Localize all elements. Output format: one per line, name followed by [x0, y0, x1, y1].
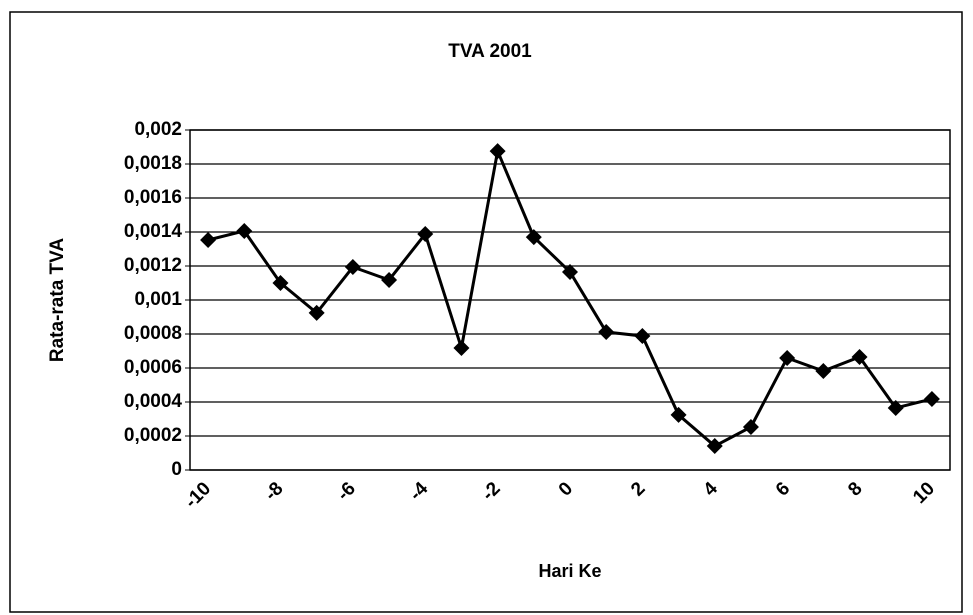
data-point [236, 222, 253, 239]
y-tick-label: 0,0006 [124, 357, 182, 378]
y-tick-label: 0,002 [134, 119, 182, 140]
y-tick-label: 0,0008 [124, 323, 182, 344]
data-point [706, 438, 723, 455]
data-point [200, 231, 217, 248]
chart-title: TVA 2001 [448, 41, 532, 62]
y-axis-title: Rata-rata TVA [47, 238, 68, 363]
data-point [670, 406, 687, 423]
data-point [272, 275, 289, 291]
y-tick-label: 0,001 [134, 289, 182, 310]
data-point [923, 390, 940, 407]
data-point [779, 349, 796, 366]
data-point [634, 328, 651, 345]
y-tick-label: 0,0018 [124, 153, 182, 174]
data-point [598, 323, 615, 340]
data-point [742, 418, 759, 435]
data-point [525, 229, 542, 246]
data-point [851, 348, 868, 365]
data-point [344, 259, 361, 276]
data-point [562, 263, 578, 280]
y-tick-label: 0 [171, 459, 182, 480]
data-point [381, 271, 398, 288]
data-point [308, 304, 325, 321]
y-tick-label: 0,0004 [124, 391, 183, 412]
data-point [815, 363, 832, 380]
y-tick-label: 0,0014 [124, 221, 183, 242]
data-point [887, 399, 904, 416]
data-point [417, 226, 434, 243]
y-tick-label: 0,0002 [124, 425, 182, 446]
x-axis-title: Hari Ke [538, 561, 601, 581]
y-tick-label: 0,0016 [124, 187, 182, 208]
data-point [489, 143, 506, 160]
y-tick-label: 0,0012 [124, 255, 182, 276]
data-point [453, 339, 470, 356]
